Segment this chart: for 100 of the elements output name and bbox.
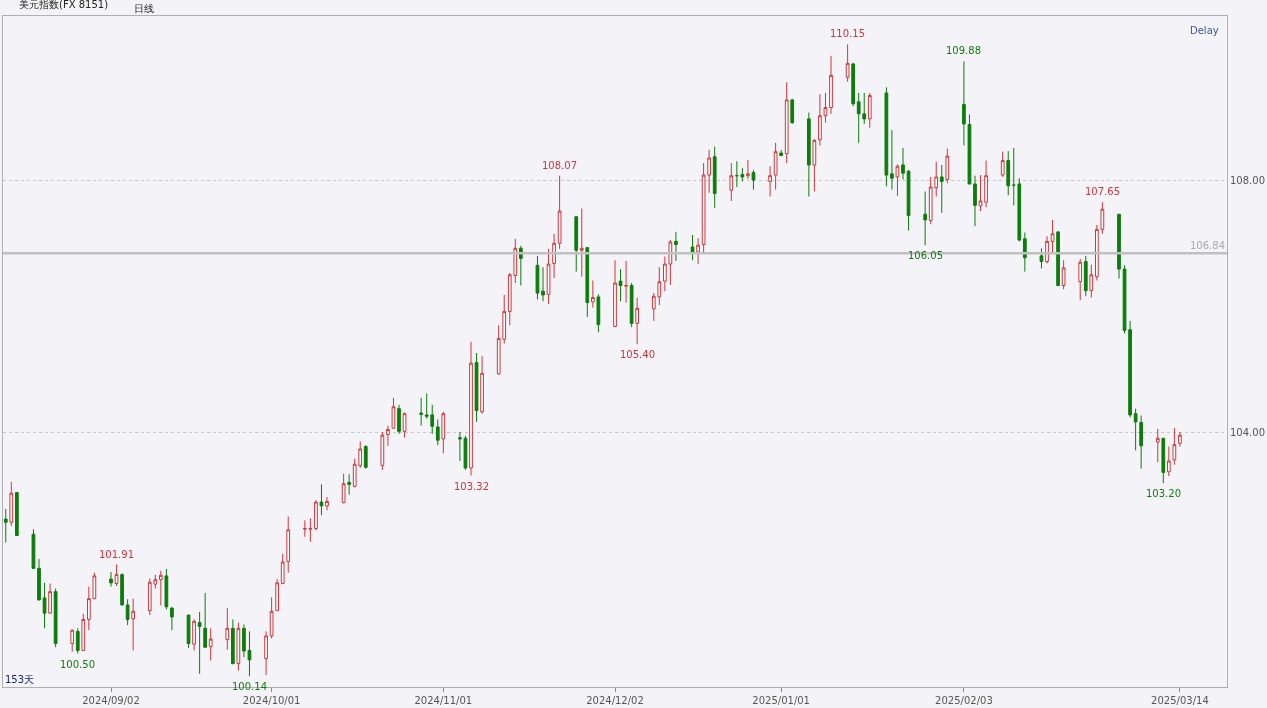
y-tick-label: 108.00 — [1230, 174, 1265, 186]
candlestick — [845, 43, 850, 83]
candlestick — [590, 279, 595, 309]
candlestick — [851, 62, 856, 107]
candlestick — [3, 508, 8, 543]
candlestick — [1166, 446, 1171, 477]
candlestick — [1083, 255, 1088, 297]
candlestick — [579, 208, 584, 278]
candlestick — [895, 163, 900, 197]
candlestick — [186, 614, 191, 649]
candlestick — [474, 352, 479, 423]
candlestick — [480, 355, 484, 415]
candlestick — [81, 613, 86, 652]
candlestick — [319, 483, 324, 516]
candlestick — [890, 129, 894, 191]
candlestick — [230, 618, 235, 665]
candlestick — [75, 627, 80, 655]
candlestick — [14, 491, 19, 536]
candlestick — [42, 582, 47, 629]
candlestick — [624, 260, 628, 304]
candlestick — [535, 255, 540, 300]
candlestick — [635, 297, 640, 345]
annotation: 109.88 — [946, 45, 981, 56]
annotation: 106.05 — [908, 250, 943, 261]
x-tick-label: 2025/01/01 — [752, 695, 810, 706]
candlestick — [441, 411, 446, 454]
candlestick — [806, 112, 811, 198]
candlestick — [1006, 150, 1011, 196]
candlestick — [341, 473, 346, 504]
candlestick — [397, 404, 401, 435]
candlestick — [939, 164, 944, 214]
ref-line-label: 106.84 — [1190, 240, 1225, 251]
candlestick — [557, 175, 562, 250]
candlestick — [690, 234, 695, 261]
x-tick-label: 2024/09/02 — [82, 695, 140, 706]
annotation: Delay — [1190, 25, 1219, 36]
candlestick — [790, 98, 795, 125]
candlestick — [1017, 177, 1022, 242]
candlestick — [779, 149, 784, 157]
x-tick-label: 2025/03/14 — [1151, 695, 1209, 706]
candlestick — [1000, 151, 1005, 178]
candlestick — [347, 473, 352, 495]
candlestick — [419, 397, 424, 427]
candlestick — [1155, 428, 1160, 463]
candlestick — [363, 444, 368, 470]
annotation: 105.40 — [620, 349, 655, 360]
candlestick — [1117, 213, 1121, 280]
candlestick — [1161, 437, 1166, 484]
candlestick — [973, 175, 977, 227]
candlestick — [734, 160, 739, 188]
x-tick-label: 2024/12/02 — [586, 695, 644, 706]
candlestick — [469, 341, 473, 477]
candlestick — [712, 146, 717, 209]
candlestick — [1178, 431, 1182, 447]
candlestick — [225, 607, 230, 651]
candlestick — [120, 572, 124, 607]
chart-subtitle: 日线 — [134, 3, 154, 14]
candlestick — [158, 570, 163, 607]
candlestick — [109, 571, 113, 588]
candlestick — [380, 431, 385, 471]
candlestick — [125, 598, 130, 626]
candlestick — [269, 596, 274, 639]
chart-title: 美元指数(FX 8151) — [19, 0, 109, 11]
annotation: 110.15 — [830, 28, 865, 39]
candlestick — [1172, 427, 1177, 466]
annotation: 100.50 — [60, 659, 95, 670]
annotation: 100.14 — [232, 681, 267, 692]
candlestick — [867, 92, 872, 129]
x-tick-label: 2024/10/01 — [242, 695, 301, 706]
annotation: 107.65 — [1085, 186, 1120, 197]
candlestick — [236, 622, 241, 672]
candlestick — [164, 568, 169, 610]
candlestick — [829, 55, 833, 115]
candlestick — [923, 190, 928, 246]
candlestick — [906, 169, 911, 232]
candlestick — [812, 138, 817, 192]
candlestick — [1056, 230, 1060, 287]
annotation: 103.20 — [1146, 488, 1181, 499]
candlestick — [574, 215, 579, 273]
candlestick — [613, 259, 617, 328]
candlestick — [170, 606, 174, 631]
candlestick — [435, 418, 440, 446]
candlestick — [768, 165, 772, 198]
candlestick — [53, 588, 58, 648]
candlestick — [391, 397, 396, 430]
candlestick — [48, 582, 52, 615]
candlestick — [784, 81, 789, 164]
candlestick — [1039, 247, 1044, 269]
candlestick — [1061, 259, 1066, 290]
y-tick-label: 104.00 — [1230, 427, 1265, 439]
candlestick — [585, 246, 590, 318]
candlestick — [740, 167, 745, 182]
candlestick — [197, 611, 202, 675]
candlestick — [746, 159, 750, 180]
candlestick — [945, 148, 950, 184]
candlestick — [618, 268, 623, 302]
annotation: 103.32 — [454, 481, 489, 492]
candlestick — [596, 293, 601, 333]
x-tick-label: 2024/11/01 — [414, 695, 473, 706]
candlestick — [696, 237, 700, 265]
